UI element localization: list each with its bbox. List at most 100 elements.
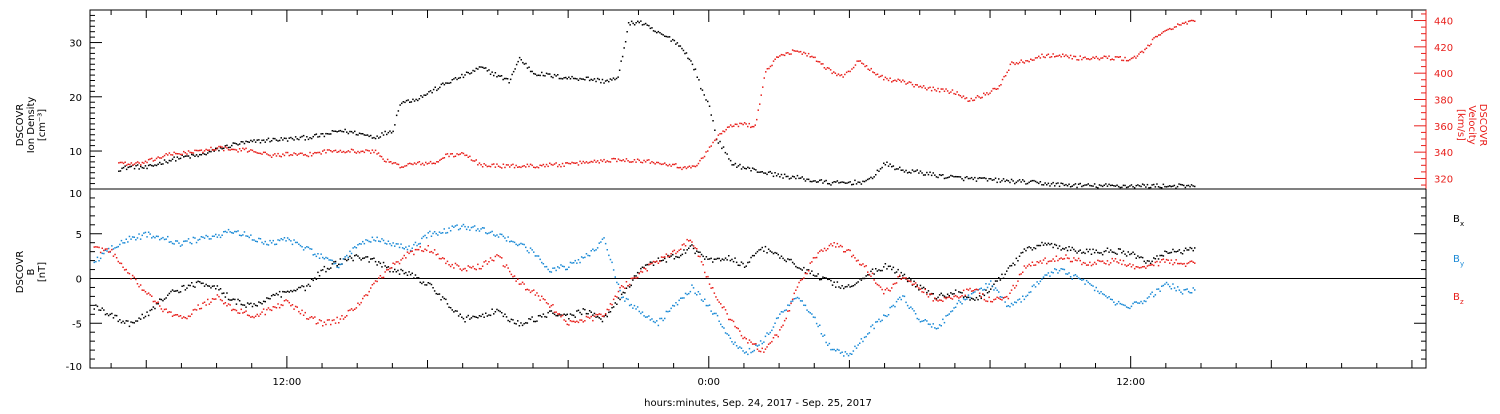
data-point xyxy=(1190,19,1193,22)
data-point xyxy=(443,228,445,230)
data-point xyxy=(576,262,578,264)
data-point xyxy=(349,130,351,133)
data-point xyxy=(700,261,703,263)
data-point xyxy=(766,332,768,334)
data-point xyxy=(1114,252,1117,255)
data-point xyxy=(162,310,164,313)
data-point xyxy=(346,254,348,257)
data-point xyxy=(563,165,565,167)
data-point xyxy=(118,170,120,172)
data-point xyxy=(261,139,263,142)
data-point xyxy=(283,154,286,157)
data-point xyxy=(894,79,896,81)
data-point xyxy=(1154,261,1157,264)
data-point xyxy=(860,338,863,340)
data-point xyxy=(146,167,148,170)
data-point xyxy=(285,137,287,140)
data-point xyxy=(590,250,592,252)
data-point xyxy=(636,271,639,274)
data-point xyxy=(280,304,282,306)
data-point xyxy=(441,232,444,234)
data-point xyxy=(1124,264,1126,266)
data-point xyxy=(902,79,904,81)
data-point xyxy=(155,302,158,304)
data-point xyxy=(604,314,607,316)
data-point xyxy=(296,288,298,291)
data-point xyxy=(315,152,318,154)
data-point xyxy=(1046,262,1048,265)
data-point xyxy=(342,318,345,320)
data-point xyxy=(360,259,362,261)
data-point xyxy=(1097,259,1099,262)
data-point xyxy=(259,152,262,155)
data-point xyxy=(274,153,276,155)
data-point xyxy=(862,277,864,280)
data-point xyxy=(648,263,650,266)
data-point xyxy=(234,308,236,311)
data-point xyxy=(756,171,759,173)
data-point xyxy=(151,237,153,239)
data-point xyxy=(673,249,676,252)
data-point xyxy=(140,164,142,166)
data-point xyxy=(162,236,164,239)
data-point xyxy=(1010,178,1013,181)
data-point xyxy=(712,261,714,263)
data-point xyxy=(938,91,941,93)
data-point xyxy=(576,78,578,80)
data-point xyxy=(892,304,895,307)
data-point xyxy=(571,320,573,323)
data-point xyxy=(588,310,591,312)
data-point xyxy=(501,233,503,236)
data-point xyxy=(1020,59,1022,61)
data-point xyxy=(207,235,209,238)
data-point xyxy=(970,297,973,300)
data-point xyxy=(523,243,525,246)
data-point xyxy=(644,22,647,25)
data-point xyxy=(768,67,770,70)
data-point xyxy=(336,151,338,153)
data-point xyxy=(980,296,982,298)
data-point xyxy=(673,163,676,166)
data-point xyxy=(270,156,273,158)
data-point xyxy=(863,336,866,339)
bz-series xyxy=(93,238,1196,353)
data-point xyxy=(203,285,206,287)
data-point xyxy=(299,152,302,154)
data-point xyxy=(298,243,300,245)
data-point xyxy=(780,53,783,56)
data-point xyxy=(429,251,431,253)
data-point xyxy=(836,180,839,182)
data-point xyxy=(842,76,844,78)
data-point xyxy=(951,298,954,300)
data-point xyxy=(983,294,986,297)
data-point xyxy=(542,163,545,166)
data-point xyxy=(213,235,215,237)
data-point xyxy=(788,310,791,312)
data-point xyxy=(521,281,524,284)
data-point xyxy=(822,250,824,252)
data-point xyxy=(745,265,747,267)
data-point xyxy=(357,302,359,304)
data-point xyxy=(929,323,931,326)
data-point xyxy=(483,261,485,263)
data-point xyxy=(779,176,781,178)
data-point xyxy=(871,324,874,326)
data-point xyxy=(1129,59,1131,61)
data-point xyxy=(660,260,663,262)
data-point xyxy=(854,64,857,66)
data-point xyxy=(270,140,273,142)
data-point xyxy=(1066,273,1069,275)
data-point xyxy=(283,291,286,293)
data-point xyxy=(210,146,212,149)
data-point xyxy=(707,304,709,307)
data-point xyxy=(347,258,350,261)
data-point xyxy=(843,181,845,184)
data-point xyxy=(1087,58,1089,60)
data-point xyxy=(843,287,845,290)
data-point xyxy=(745,338,747,340)
data-point xyxy=(566,313,568,316)
data-point xyxy=(849,286,851,288)
data-point xyxy=(414,248,417,251)
data-point xyxy=(293,139,295,141)
data-point xyxy=(333,150,335,152)
